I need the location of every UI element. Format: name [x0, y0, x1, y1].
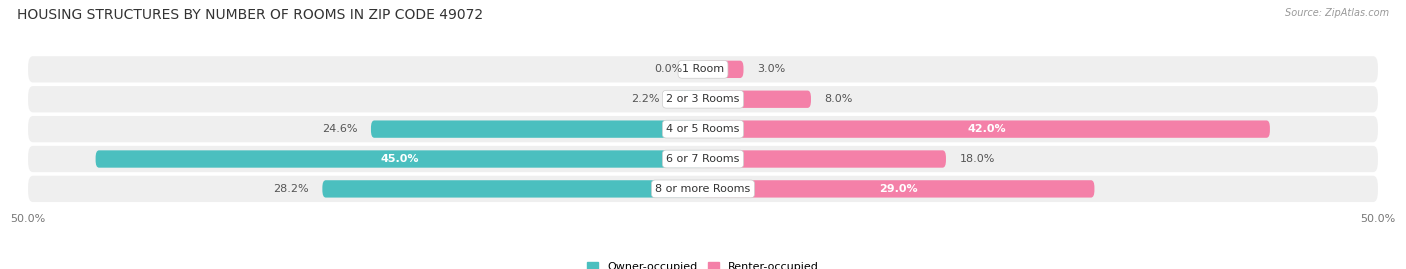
- FancyBboxPatch shape: [28, 116, 1378, 142]
- Text: HOUSING STRUCTURES BY NUMBER OF ROOMS IN ZIP CODE 49072: HOUSING STRUCTURES BY NUMBER OF ROOMS IN…: [17, 8, 484, 22]
- FancyBboxPatch shape: [703, 150, 946, 168]
- FancyBboxPatch shape: [28, 56, 1378, 83]
- FancyBboxPatch shape: [322, 180, 703, 197]
- Text: 28.2%: 28.2%: [273, 184, 309, 194]
- FancyBboxPatch shape: [371, 121, 703, 138]
- Text: 42.0%: 42.0%: [967, 124, 1005, 134]
- Text: 0.0%: 0.0%: [655, 64, 683, 74]
- Text: 8.0%: 8.0%: [824, 94, 853, 104]
- Text: 6 or 7 Rooms: 6 or 7 Rooms: [666, 154, 740, 164]
- Legend: Owner-occupied, Renter-occupied: Owner-occupied, Renter-occupied: [586, 262, 820, 269]
- FancyBboxPatch shape: [28, 86, 1378, 112]
- FancyBboxPatch shape: [703, 61, 744, 78]
- Text: 3.0%: 3.0%: [756, 64, 785, 74]
- FancyBboxPatch shape: [96, 150, 703, 168]
- FancyBboxPatch shape: [28, 146, 1378, 172]
- FancyBboxPatch shape: [28, 176, 1378, 202]
- Text: 45.0%: 45.0%: [380, 154, 419, 164]
- Text: 1 Room: 1 Room: [682, 64, 724, 74]
- Text: 8 or more Rooms: 8 or more Rooms: [655, 184, 751, 194]
- FancyBboxPatch shape: [673, 91, 703, 108]
- Text: 4 or 5 Rooms: 4 or 5 Rooms: [666, 124, 740, 134]
- Text: 2 or 3 Rooms: 2 or 3 Rooms: [666, 94, 740, 104]
- FancyBboxPatch shape: [703, 91, 811, 108]
- FancyBboxPatch shape: [703, 121, 1270, 138]
- Text: 24.6%: 24.6%: [322, 124, 357, 134]
- Text: 2.2%: 2.2%: [631, 94, 659, 104]
- Text: 18.0%: 18.0%: [959, 154, 995, 164]
- Text: 29.0%: 29.0%: [879, 184, 918, 194]
- FancyBboxPatch shape: [703, 180, 1094, 197]
- Text: Source: ZipAtlas.com: Source: ZipAtlas.com: [1285, 8, 1389, 18]
